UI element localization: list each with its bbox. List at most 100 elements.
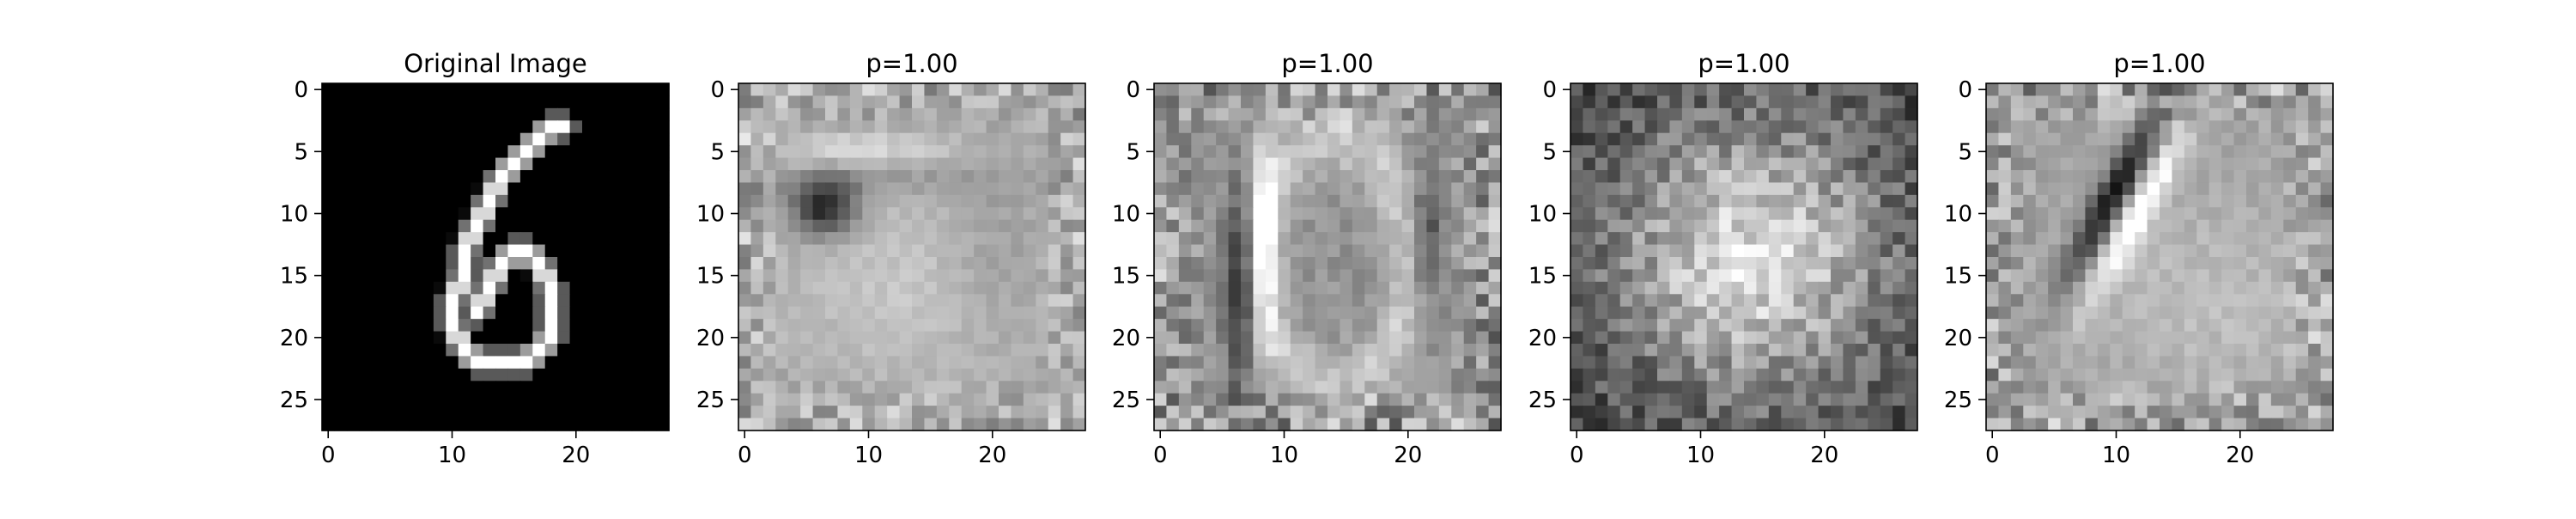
heatmap-cell: [384, 319, 398, 333]
heatmap-cell: [1389, 294, 1403, 308]
heatmap-cell: [1681, 257, 1695, 271]
heatmap-cell: [887, 120, 901, 134]
heatmap-cell: [2320, 120, 2334, 134]
heatmap-cell: [2097, 244, 2111, 258]
heatmap-cell: [999, 132, 1012, 146]
heatmap-cell: [1905, 257, 1918, 271]
heatmap-cell: [912, 356, 926, 369]
heatmap-cell: [446, 182, 459, 196]
heatmap-cell: [606, 132, 620, 146]
heatmap-cell: [1191, 244, 1205, 258]
heatmap-cell: [949, 406, 963, 419]
heatmap-cell: [1905, 170, 1918, 184]
heatmap-cell: [656, 132, 670, 146]
heatmap-cell: [1265, 194, 1279, 208]
heatmap-cell: [433, 281, 447, 295]
heatmap-cell: [1681, 232, 1695, 246]
heatmap-cell: [862, 120, 876, 134]
heatmap-cell: [1228, 145, 1242, 159]
heatmap-cell: [1986, 132, 2000, 146]
heatmap-cell: [1303, 269, 1316, 283]
heatmap-cell: [1644, 182, 1658, 196]
heatmap-cell: [1278, 257, 1291, 271]
heatmap-cell: [2122, 294, 2136, 308]
heatmap-cell: [874, 145, 888, 159]
heatmap-cell: [2048, 95, 2062, 109]
heatmap-cell: [1340, 368, 1353, 382]
heatmap-cell: [1806, 95, 1820, 109]
heatmap-cell: [2258, 331, 2272, 345]
heatmap-cell: [1583, 170, 1596, 184]
heatmap-cell: [1203, 194, 1217, 208]
heatmap-cell: [2023, 368, 2037, 382]
heatmap-cell: [446, 381, 459, 394]
heatmap-cell: [1998, 393, 2012, 406]
heatmap-cell: [544, 393, 558, 406]
heatmap-cell: [2258, 232, 2272, 246]
heatmap-cell: [849, 132, 863, 146]
heatmap-cell: [1806, 207, 1820, 221]
heatmap-cell: [1253, 418, 1267, 431]
heatmap-cell: [1072, 344, 1086, 357]
heatmap-cell: [1364, 95, 1378, 109]
heatmap-cell: [1364, 232, 1378, 246]
heatmap-cell: [1893, 356, 1906, 369]
heatmap-cell: [1364, 294, 1378, 308]
heatmap-cell: [999, 368, 1012, 382]
heatmap-cell: [1843, 157, 1856, 171]
heatmap-cell: [1414, 281, 1428, 295]
heatmap-cell: [2246, 344, 2260, 357]
heatmap-cell: [1619, 145, 1633, 159]
heatmap-cell: [1241, 145, 1255, 159]
heatmap-cell: [2097, 182, 2111, 196]
heatmap-cell: [1818, 319, 1832, 333]
heatmap-cell: [1768, 232, 1782, 246]
heatmap-cell: [2160, 157, 2173, 171]
heatmap-cell: [1060, 319, 1074, 333]
heatmap-cell: [1290, 83, 1303, 97]
heatmap-cell: [619, 319, 633, 333]
heatmap-cell: [738, 207, 752, 221]
heatmap-cell: [1868, 244, 1881, 258]
heatmap-cell: [1278, 132, 1291, 146]
heatmap-cell: [1669, 132, 1683, 146]
heatmap-cell: [874, 170, 888, 184]
heatmap-cell: [1023, 331, 1036, 345]
heatmap-cell: [1706, 107, 1720, 121]
heatmap-cell: [322, 381, 336, 394]
heatmap-cell: [862, 257, 876, 271]
heatmap-cell: [1793, 257, 1807, 271]
heatmap-cell: [1178, 107, 1192, 121]
heatmap-cell: [787, 356, 801, 369]
heatmap-cell: [1756, 120, 1770, 134]
heatmap-cell: [1154, 281, 1168, 295]
heatmap-cell: [1426, 269, 1440, 283]
heatmap-cell: [1253, 219, 1267, 233]
heatmap-cell: [1340, 182, 1353, 196]
heatmap-cell: [495, 120, 509, 134]
heatmap-cell: [1657, 194, 1671, 208]
heatmap-cell: [986, 107, 999, 121]
heatmap-cell: [1768, 418, 1782, 431]
heatmap-cell: [384, 281, 398, 295]
heatmap-cell: [346, 244, 360, 258]
heatmap-cell: [1389, 393, 1403, 406]
heatmap-cell: [458, 244, 471, 258]
heatmap-cell: [446, 207, 459, 221]
heatmap-cell: [1986, 157, 2000, 171]
heatmap-cell: [1731, 294, 1745, 308]
heatmap-cell: [1806, 157, 1820, 171]
heatmap-cell: [2085, 356, 2099, 369]
heatmap-cell: [1303, 244, 1316, 258]
heatmap-cell: [2283, 83, 2297, 97]
heatmap-cell: [371, 344, 385, 357]
heatmap-cell: [1389, 281, 1403, 295]
heatmap-cell: [2270, 120, 2284, 134]
heatmap-cell: [1154, 95, 1168, 109]
heatmap-cell: [899, 393, 913, 406]
heatmap-cell: [1426, 294, 1440, 308]
x-tick-label: 10: [2102, 443, 2130, 468]
heatmap-cell: [569, 244, 583, 258]
heatmap-cell: [1818, 157, 1832, 171]
heatmap-cell: [849, 418, 863, 431]
